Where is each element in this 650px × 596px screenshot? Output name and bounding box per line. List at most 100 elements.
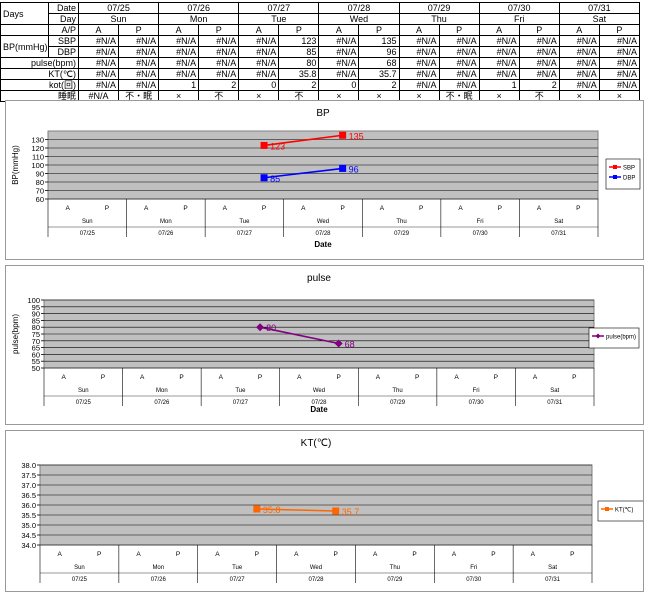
- x-date-label: 07/29: [394, 231, 410, 237]
- x-day-label: Thu: [396, 219, 406, 225]
- data-point: [339, 131, 347, 139]
- kot-cell: #N/A: [77, 79, 120, 91]
- kt-cell: #N/A: [518, 68, 560, 80]
- x-tick-label: A: [373, 551, 378, 558]
- kt-cell: #N/A: [238, 68, 280, 80]
- day-label: Day: [48, 13, 79, 25]
- y-tick-label: 37.5: [21, 471, 36, 480]
- pulse-label: pulse(bpm): [0, 57, 79, 69]
- kt-cell: 35.8: [278, 68, 320, 80]
- dbp-cell: #N/A: [318, 46, 360, 58]
- y-tick-label: 60: [36, 195, 44, 204]
- x-day-label: Fri: [473, 388, 480, 394]
- y-tick-label: 36.0: [21, 501, 36, 510]
- x-day-label: Fri: [470, 565, 477, 571]
- sbp-cell: #N/A: [558, 35, 600, 47]
- x-tick-label: P: [105, 205, 109, 212]
- x-day-label: Sat: [550, 388, 559, 394]
- data-point: [332, 507, 340, 515]
- y-tick-label: 34.0: [21, 541, 36, 550]
- x-tick-label: A: [294, 551, 299, 558]
- y-tick-label: 100: [27, 296, 40, 305]
- table-row-kot: kot(回) #N/A #N/A 1 2 0 2 0 2 #N/A #N/A 1 2 #N/A #N/A: [0, 79, 641, 91]
- pulse-cell: #N/A: [558, 57, 600, 69]
- y-tick-label: 36.5: [21, 491, 36, 500]
- table-row-day: Day Sun Mon Tue Wed Thu Fri Sat: [1, 13, 641, 25]
- y-axis-label: BP(mmHg): [11, 145, 20, 185]
- x-tick-label: P: [415, 374, 419, 381]
- ap-cell: P: [598, 24, 641, 36]
- x-tick-label: P: [176, 551, 180, 558]
- ap-cell: P: [438, 24, 480, 36]
- kt-cell: #N/A: [118, 68, 160, 80]
- table-row-ap: A/P A P A P A P A P A P A P A P: [0, 24, 641, 36]
- kot-cell: 2: [198, 79, 240, 91]
- legend-entry: SBP: [623, 166, 635, 172]
- x-tick-label: P: [576, 205, 580, 212]
- x-date-label: 07/26: [151, 577, 167, 583]
- dbp-cell: #N/A: [238, 46, 280, 58]
- sbp-cell: 135: [358, 35, 400, 47]
- ap-cell: P: [198, 24, 240, 36]
- kt-cell: #N/A: [558, 68, 600, 80]
- x-tick-label: A: [380, 205, 385, 212]
- x-day-label: Wed: [313, 388, 325, 394]
- x-tick-label: P: [258, 374, 262, 381]
- x-tick-label: P: [494, 374, 498, 381]
- pulse-chart-panel: pulse 50 55 60 65 70 75 80 85 90 95 100 pulse(bpm) A P…: [5, 265, 644, 425]
- data-label: 35.8: [263, 505, 281, 515]
- dbp-cell: #N/A: [77, 46, 120, 58]
- x-date-label: 07/27: [233, 400, 249, 406]
- y-tick-label: 35.0: [21, 521, 36, 530]
- x-date-label: 07/28: [315, 231, 331, 237]
- y-axis-label: pulse(bpm): [11, 314, 20, 354]
- date-cell: 07/26: [158, 2, 240, 14]
- y-tick-label: 35.5: [21, 511, 36, 520]
- kot-label: kot(回): [0, 79, 79, 91]
- sbp-label: SBP: [48, 35, 79, 47]
- bp-chart-panel: BP 60 70 80 90 100 110 120 130 BP(mmHg) A P A P A P A P A P…: [5, 100, 644, 260]
- kot-cell: #N/A: [398, 79, 440, 91]
- legend-swatch-marker: [605, 507, 609, 511]
- series-line-SBP: [263, 134, 343, 147]
- y-tick-label: 34.5: [21, 531, 36, 540]
- x-tick-label: P: [491, 551, 495, 558]
- sbp-cell: #N/A: [238, 35, 280, 47]
- kot-cell: 1: [478, 79, 520, 91]
- x-day-label: Sun: [78, 388, 89, 394]
- bp-label: BP(mmHg): [0, 35, 49, 58]
- pulse-cell: #N/A: [438, 57, 480, 69]
- sbp-cell: #N/A: [198, 35, 240, 47]
- series-line-pulse(bpm): [259, 326, 339, 345]
- x-day-label: Tue: [235, 388, 246, 394]
- x-tick-label: A: [58, 551, 63, 558]
- x-day-label: Tue: [239, 219, 250, 225]
- data-label: 35.7: [342, 507, 360, 517]
- sbp-cell: #N/A: [478, 35, 520, 47]
- x-tick-label: P: [97, 551, 101, 558]
- ap-cell: A: [398, 24, 440, 36]
- y-tick-label: 75: [32, 330, 40, 339]
- y-tick-label: 90: [36, 170, 44, 179]
- y-tick-label: 50: [32, 364, 40, 373]
- kt-cell: #N/A: [438, 68, 480, 80]
- day-cell: Sun: [77, 13, 160, 25]
- kt-cell: #N/A: [478, 68, 520, 80]
- kt-cell: #N/A: [318, 68, 360, 80]
- ap-label: A/P: [48, 24, 79, 36]
- pulse-cell: #N/A: [118, 57, 160, 69]
- x-tick-label: P: [183, 205, 187, 212]
- ap-cell: A: [77, 24, 120, 36]
- y-tick-label: 70: [36, 187, 44, 196]
- x-tick-label: P: [340, 205, 344, 212]
- kot-cell: #N/A: [438, 79, 480, 91]
- x-tick-label: A: [458, 205, 463, 212]
- y-tick-label: 80: [36, 178, 44, 187]
- y-tick-label: 95: [32, 303, 40, 312]
- x-tick-label: A: [376, 374, 381, 381]
- x-date-label: 07/29: [387, 577, 403, 583]
- data-point: [339, 164, 347, 172]
- ap-cell: A: [158, 24, 200, 36]
- pulse-cell: #N/A: [77, 57, 120, 69]
- kt-chart-panel: KT(℃) 34.0 34.5 35.0 35.5 36.0 36.5 37.0 37.5 38.…: [5, 430, 649, 592]
